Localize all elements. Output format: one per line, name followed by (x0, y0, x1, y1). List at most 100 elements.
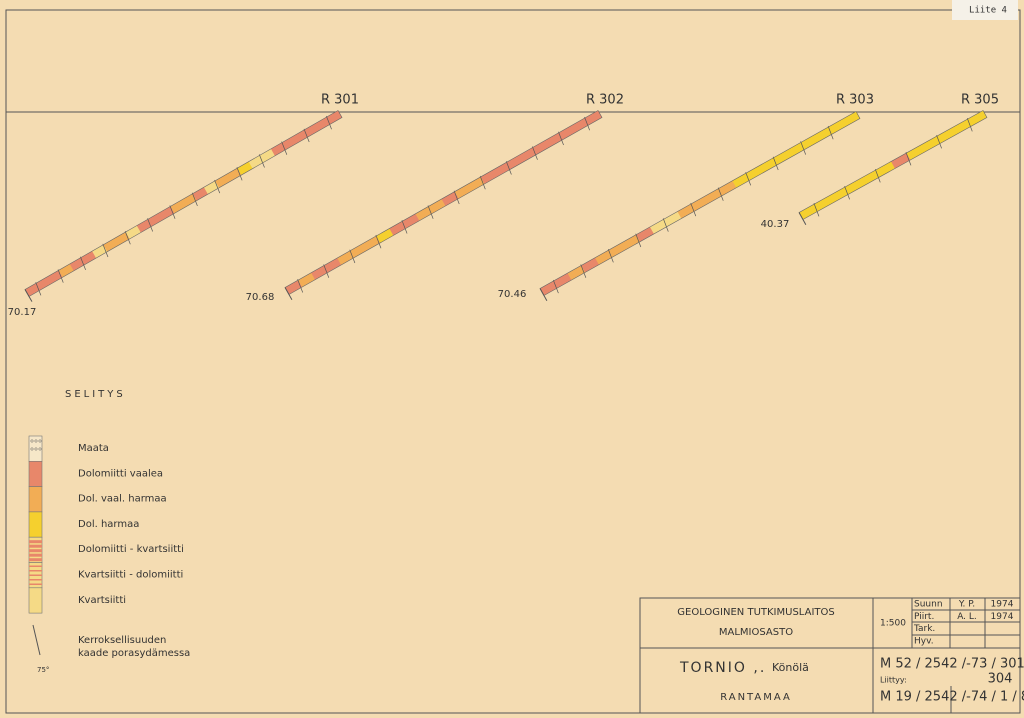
bedding-tick (844, 186, 850, 200)
core-segment (567, 265, 586, 281)
core-segment (845, 178, 865, 194)
place: TORNIO ,. (679, 660, 766, 676)
sign-cell: Suunn (914, 600, 943, 610)
area: RANTAMAA (720, 692, 792, 703)
legend-dot (38, 447, 42, 451)
core-segment (860, 169, 880, 186)
department: MALMIOSASTO (719, 627, 793, 638)
bedding-tick (258, 154, 265, 168)
bedding-tick (453, 190, 460, 205)
corner-tag: Liite 4 (969, 6, 1007, 16)
code: 304 (988, 672, 1013, 687)
sign-cell: Hyv. (914, 636, 934, 646)
tag-box (952, 0, 1018, 20)
core-segment (58, 263, 74, 278)
legend-label: Dolomiitti vaalea (78, 468, 163, 479)
core-segment (921, 135, 942, 152)
core-segment (581, 257, 600, 273)
title-block (639, 597, 1021, 714)
bedding-tick (662, 218, 669, 232)
legend-stripe (29, 558, 42, 562)
legend-stripe (29, 570, 42, 572)
core-segment (136, 219, 153, 233)
core-segment (298, 272, 316, 288)
core-segment (937, 127, 957, 143)
core-segment (215, 174, 231, 188)
bedding-tick (427, 205, 434, 219)
core-segment (326, 110, 343, 124)
legend-stripe (29, 583, 42, 585)
bedding-tick (80, 256, 86, 270)
core-end (284, 287, 293, 300)
bedding-tick (479, 175, 486, 190)
core-segment (454, 184, 472, 199)
core-segment (828, 119, 847, 134)
core-segment (248, 155, 264, 169)
legend-label: Kvartsiitti (78, 595, 126, 606)
core-segment (677, 203, 696, 219)
bedding-tick (905, 152, 912, 166)
core-end (24, 289, 33, 302)
core-segment (159, 206, 175, 220)
hole-name: R 303 (836, 93, 874, 108)
sign-cell: Piirt. (914, 612, 934, 622)
core-segment (282, 135, 298, 150)
bedding-tick (169, 205, 176, 219)
core-segment (952, 118, 972, 135)
core-segment (801, 134, 819, 150)
core-segment (532, 139, 551, 155)
core-segment (493, 161, 511, 177)
hole-depth: 70.17 (8, 307, 37, 318)
core-segment (80, 251, 97, 265)
core-segment (415, 206, 433, 221)
core-segment (376, 228, 394, 243)
core-segment (147, 212, 164, 227)
bedding-tick (772, 156, 779, 171)
core-segment (584, 110, 603, 125)
bedding-tick (375, 234, 382, 249)
legend-note: kaade porasydämessa (78, 648, 190, 659)
hole-name: R 301 (321, 93, 359, 108)
legend-title: SELITYS (65, 389, 126, 400)
core-segment (36, 276, 52, 291)
bedding-tick (717, 187, 724, 201)
core-segment (203, 180, 220, 195)
core-segment (663, 211, 682, 227)
bedding-tick (607, 249, 614, 263)
core-segment (891, 152, 911, 169)
core-segment (622, 234, 641, 250)
bedding-tick (214, 179, 221, 194)
core-segment (25, 282, 41, 297)
legend-dot (30, 447, 34, 451)
core-segment (875, 161, 896, 177)
legend-stripe (29, 565, 42, 567)
bedding-tick (236, 167, 243, 181)
core-end (798, 212, 807, 225)
core-segment (103, 238, 119, 252)
core-segment (363, 235, 381, 251)
bedding-tick (635, 233, 642, 248)
core-segment (718, 180, 737, 196)
bedding-tick (690, 202, 697, 217)
core-segment (270, 142, 287, 156)
legend-note: Kerroksellisuuden (78, 635, 166, 646)
legend-stripe (29, 540, 42, 544)
legend-swatch (28, 460, 43, 487)
organization: GEOLOGINEN TUTKIMUSLAITOS (677, 607, 834, 618)
core-segment (636, 226, 655, 242)
bedding-tick (580, 264, 587, 278)
hole-name: R 302 (586, 93, 624, 108)
core-segment (114, 231, 130, 246)
core-segment (814, 195, 834, 211)
core-segment (691, 196, 710, 211)
core-segment (441, 191, 459, 206)
core-segment (467, 176, 485, 192)
core-segment (480, 169, 498, 184)
core-segment (746, 165, 765, 181)
bedding-tick (323, 264, 330, 278)
legend-label: Dolomiitti - kvartsiitti (78, 544, 184, 555)
legend-dot (38, 439, 42, 443)
drill-core (539, 111, 861, 301)
core-end (539, 288, 548, 301)
